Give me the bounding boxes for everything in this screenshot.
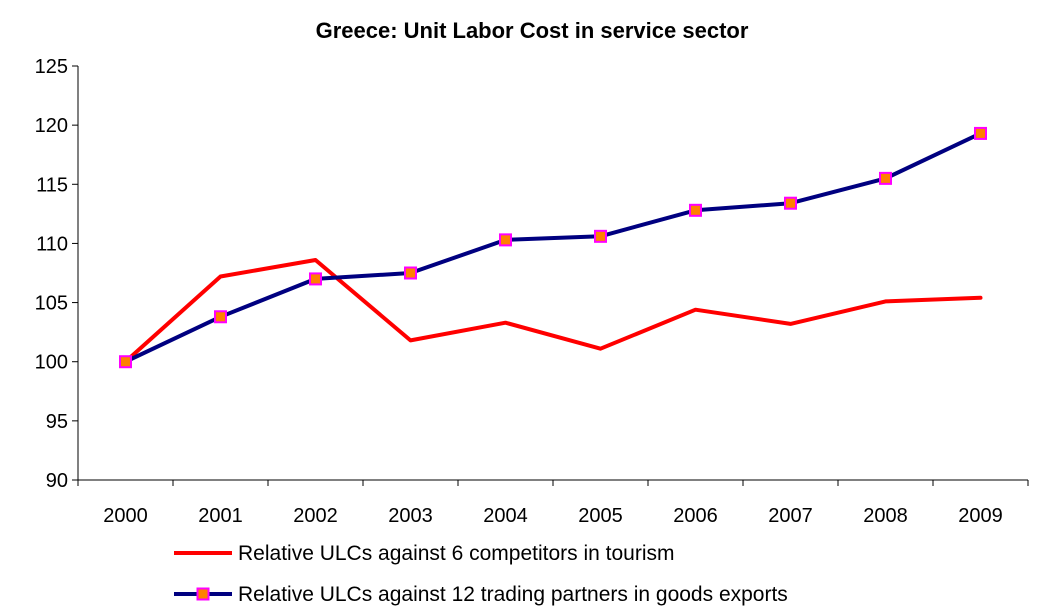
y-tick-label: 115 bbox=[36, 174, 68, 196]
legend-label: Relative ULCs against 12 trading partner… bbox=[238, 583, 788, 606]
y-tick-label: 120 bbox=[35, 115, 68, 137]
data-point bbox=[689, 203, 702, 217]
legend-entry-2: Relative ULCs against 12 trading partner… bbox=[174, 583, 788, 606]
x-tick-labels: 2000 2001 2002 2003 2004 2005 2006 2007 2008 2009 bbox=[103, 505, 1003, 527]
x-tick-label: 2008 bbox=[863, 505, 908, 527]
series-line bbox=[123, 131, 983, 364]
y-tick-labels: 90 95 100 105 110 115 120 125 bbox=[35, 56, 68, 492]
y-tick-label: 100 bbox=[35, 352, 68, 374]
data-point bbox=[879, 171, 892, 185]
series-line bbox=[123, 258, 983, 364]
data-point bbox=[784, 196, 797, 210]
x-tick-label: 2000 bbox=[103, 505, 148, 527]
data-point bbox=[309, 272, 322, 286]
series-1 bbox=[123, 258, 983, 364]
data-point bbox=[119, 355, 132, 369]
data-point bbox=[594, 229, 607, 243]
data-point bbox=[974, 126, 987, 140]
x-tick-label: 2005 bbox=[578, 505, 623, 527]
axes bbox=[72, 65, 1029, 486]
y-tick-label: 95 bbox=[46, 411, 68, 433]
data-point bbox=[499, 233, 512, 247]
series-2 bbox=[119, 126, 987, 369]
legend-entry-1: Relative ULCs against 6 competitors in t… bbox=[174, 542, 675, 565]
legend-label: Relative ULCs against 6 competitors in t… bbox=[238, 542, 675, 565]
y-tick-label: 110 bbox=[36, 233, 68, 255]
x-tick-label: 2002 bbox=[293, 505, 338, 527]
data-point bbox=[214, 310, 227, 324]
y-tick-label: 105 bbox=[35, 293, 68, 315]
y-tick-label: 90 bbox=[46, 470, 68, 492]
legend-marker bbox=[196, 587, 210, 601]
x-tick-label: 2001 bbox=[198, 505, 243, 527]
legend: Relative ULCs against 6 competitors in t… bbox=[174, 542, 788, 606]
series-layer bbox=[119, 126, 987, 369]
x-tick-label: 2007 bbox=[768, 505, 813, 527]
x-tick-label: 2009 bbox=[958, 505, 1003, 527]
x-tick-label: 2004 bbox=[483, 505, 528, 527]
x-tick-label: 2003 bbox=[388, 505, 433, 527]
chart-title: Greece: Unit Labor Cost in service secto… bbox=[316, 18, 749, 43]
y-tick-label: 125 bbox=[35, 56, 68, 78]
data-point bbox=[404, 266, 417, 280]
x-tick-label: 2006 bbox=[673, 505, 718, 527]
